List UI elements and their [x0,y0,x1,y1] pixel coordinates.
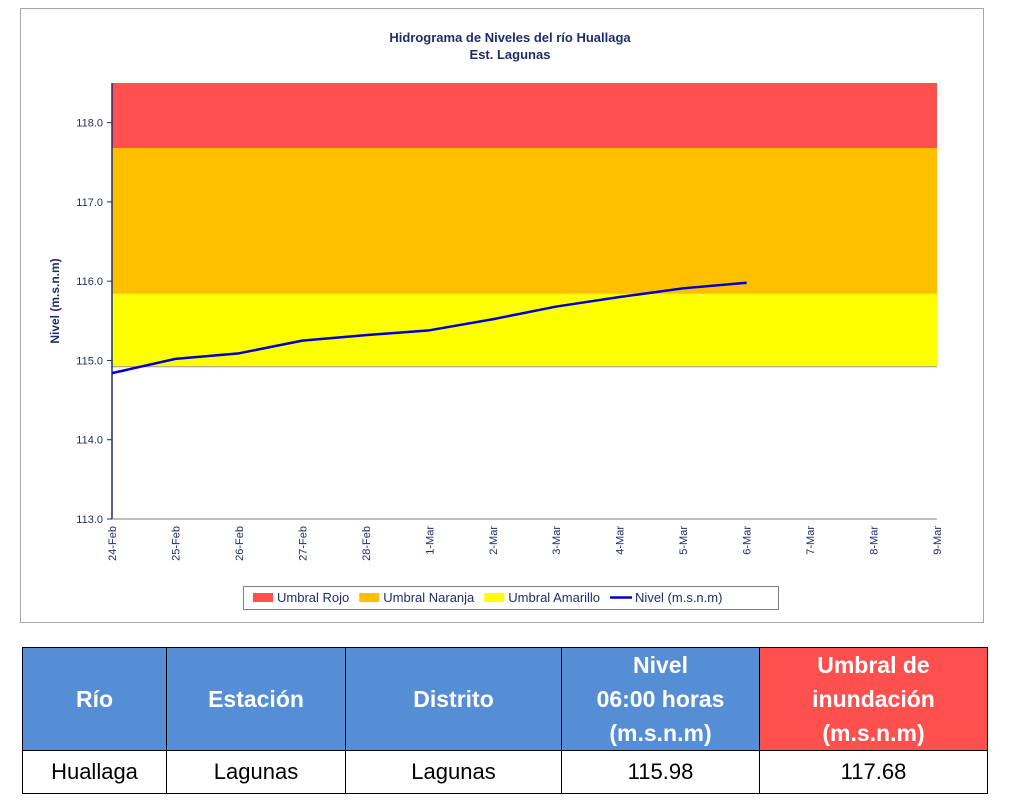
legend-box [243,586,779,610]
y-tick-label: 113.0 [76,514,103,526]
chart-title: Hidrograma de Niveles del río Huallaga [389,30,631,45]
x-tick-label: 27-Feb [297,526,309,561]
table: Río Estación Distrito Nivel 06:00 horas (m.s.… [22,647,988,794]
header-text: 06:00 horas [596,686,725,712]
data-cell: Lagunas [345,750,562,794]
header-cell: Río [22,647,167,751]
y-axis-label: Nivel (m.s.n.m) [48,258,62,343]
header-text: inundación [812,686,935,712]
x-tick-label: 8-Mar [869,526,881,555]
data-cell: 117.68 [759,750,988,794]
legend-swatch [484,593,505,602]
y-tick-label: 118.0 [76,118,103,130]
x-tick-label: 5-Mar [678,526,690,555]
x-tick-label: 28-Feb [361,526,373,561]
y-tick-label: 114.0 [76,435,103,447]
header-cell: Distrito [345,647,562,751]
x-tick-label: 24-Feb [107,526,119,561]
data-cell: Huallaga [22,750,167,794]
header-text: (m.s.n.m) [822,720,925,746]
header-text: Nivel [633,652,688,678]
x-tick-label: 7-Mar [805,526,817,555]
header-text: Umbral de [817,652,930,678]
x-tick-label: 26-Feb [234,526,246,561]
x-tick-label: 9-Mar [932,526,944,555]
legend-label: Umbral Naranja [383,590,475,605]
chart: Hidrograma de Niveles del río Huallaga E… [20,8,984,623]
header-text: Distrito [413,686,494,712]
y-tick-label: 115.0 [76,355,103,367]
y-tick-label: 117.0 [76,197,103,209]
threshold-band [112,83,937,149]
legend-swatch [359,593,380,602]
threshold-band [112,148,937,294]
header-text: Estación [208,686,304,712]
legend-label: Umbral Amarillo [508,590,600,605]
legend-label: Nivel (m.s.n.m) [635,590,722,605]
header-cell: Umbral de inundación (m.s.n.m) [759,647,988,751]
header-row: Río Estación Distrito Nivel 06:00 horas (m.s.… [22,647,988,751]
x-tick-label: 25-Feb [170,526,182,561]
header-cell: Nivel 06:00 horas (m.s.n.m) [561,647,760,751]
legend-swatch [253,593,273,602]
data-row: Huallaga Lagunas Lagunas 115.98 117.68 [22,750,988,794]
header-text: (m.s.n.m) [609,720,712,746]
x-tick-label: 6-Mar [742,526,754,555]
x-tick-label: 2-Mar [488,526,500,555]
header-text: Río [75,686,114,712]
x-tick-label: 4-Mar [615,526,627,555]
data-cell: 115.98 [561,750,760,794]
header-cell: Estación [166,647,346,751]
data-cell: Lagunas [166,750,346,794]
legend-label: Umbral Rojo [277,590,349,605]
threshold-band [112,293,937,367]
x-tick-label: 1-Mar [424,526,436,555]
y-tick-label: 116.0 [76,276,103,288]
x-tick-label: 3-Mar [551,526,563,555]
series-line [111,281,747,375]
chart-subtitle: Est. Lagunas [470,47,551,62]
